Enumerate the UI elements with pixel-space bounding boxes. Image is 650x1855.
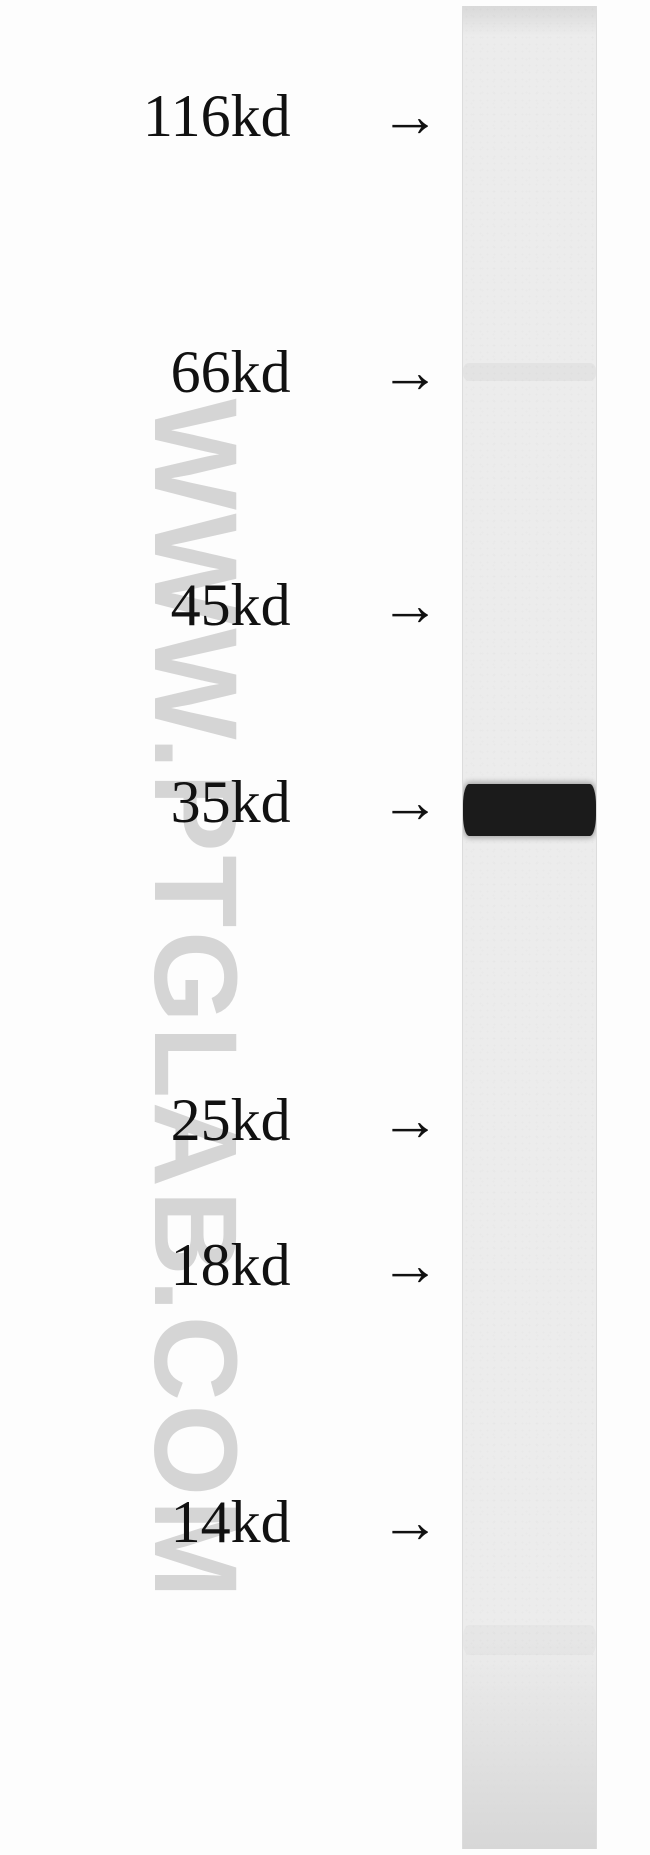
mw-marker-label: 45kd — [0, 571, 291, 640]
arrow-right-icon: → — [293, 571, 440, 640]
blot-canvas: WWW.PTGLAB.COM 116kd→66kd→45kd→35kd→25kd… — [0, 0, 650, 1855]
protein-band-faint — [463, 363, 596, 381]
mw-marker: 116kd→ — [0, 86, 440, 146]
mw-marker-label: 18kd — [0, 1231, 291, 1300]
mw-marker-label: 35kd — [0, 768, 291, 837]
lane-noise — [463, 6, 596, 1849]
lane-bottom-shade — [463, 1639, 596, 1849]
gel-lane-inner — [463, 6, 596, 1849]
mw-marker: 18kd→ — [0, 1235, 440, 1295]
mw-marker: 25kd→ — [0, 1090, 440, 1150]
mw-marker-label: 66kd — [0, 338, 291, 407]
arrow-right-icon: → — [293, 1488, 440, 1557]
arrow-right-icon: → — [293, 338, 440, 407]
mw-marker-label: 116kd — [0, 82, 291, 151]
gel-lane — [462, 6, 597, 1849]
mw-marker: 45kd→ — [0, 575, 440, 635]
arrow-right-icon: → — [293, 1086, 440, 1155]
mw-marker: 14kd→ — [0, 1492, 440, 1552]
mw-marker: 66kd→ — [0, 342, 440, 402]
protein-band-main — [463, 784, 596, 836]
mw-marker: 35kd→ — [0, 772, 440, 832]
mw-marker-label: 14kd — [0, 1488, 291, 1557]
arrow-right-icon: → — [293, 82, 440, 151]
arrow-right-icon: → — [293, 1231, 440, 1300]
mw-marker-label: 25kd — [0, 1086, 291, 1155]
arrow-right-icon: → — [293, 768, 440, 837]
protein-band-faint — [463, 1625, 596, 1655]
